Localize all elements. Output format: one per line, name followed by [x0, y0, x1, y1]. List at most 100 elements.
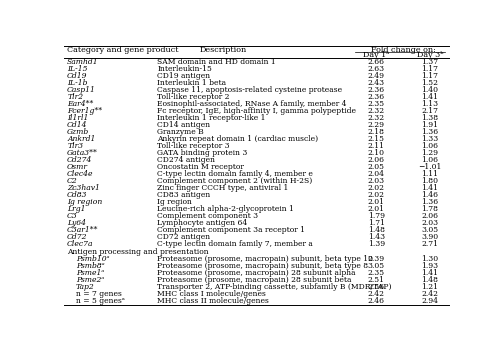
Text: CD83 antigen: CD83 antigen [158, 191, 210, 200]
Text: Cd83: Cd83 [67, 191, 87, 200]
Text: 2.06: 2.06 [368, 156, 385, 165]
Text: 1.41: 1.41 [422, 94, 438, 101]
Text: n = 7 genes: n = 7 genes [76, 290, 122, 298]
Text: 1.21: 1.21 [422, 283, 438, 291]
Text: Gata3**: Gata3** [67, 150, 98, 157]
Text: Zinc finger CCCH type, antiviral 1: Zinc finger CCCH type, antiviral 1 [158, 185, 289, 192]
Text: 1.91: 1.91 [422, 121, 438, 130]
Text: Oncostatin M receptor: Oncostatin M receptor [158, 164, 244, 171]
Text: 2.06: 2.06 [422, 212, 438, 220]
Text: 2.63: 2.63 [368, 65, 385, 74]
Text: Samhd1: Samhd1 [67, 59, 99, 66]
Text: 2.01: 2.01 [368, 205, 385, 213]
Text: 1.38: 1.38 [422, 115, 438, 122]
Text: 1.41: 1.41 [422, 185, 438, 192]
Text: 1.41: 1.41 [422, 268, 438, 277]
Text: MHC class I molecule/genes: MHC class I molecule/genes [158, 290, 266, 298]
Text: 2.18: 2.18 [368, 129, 385, 136]
Text: 2.94: 2.94 [422, 297, 438, 305]
Text: Complement component 3a receptor 1: Complement component 3a receptor 1 [158, 226, 306, 235]
Text: 1.80: 1.80 [422, 177, 438, 185]
Text: 2.35: 2.35 [368, 100, 385, 109]
Text: IL-1b: IL-1b [67, 80, 87, 87]
Text: Leucine-rich alpha-2-glycoprotein 1: Leucine-rich alpha-2-glycoprotein 1 [158, 205, 294, 213]
Text: Il1rl1: Il1rl1 [67, 115, 88, 122]
Text: 2.32: 2.32 [368, 107, 385, 115]
Text: 1.39: 1.39 [368, 240, 385, 248]
Text: 2.36: 2.36 [368, 86, 385, 95]
Text: Fc receptor, IgE, high-affinity I, gamma polypeptide: Fc receptor, IgE, high-affinity I, gamma… [158, 107, 356, 115]
Text: 2.35: 2.35 [368, 268, 385, 277]
Text: Psmb8ᵃ: Psmb8ᵃ [76, 262, 104, 270]
Text: 2.03: 2.03 [368, 177, 385, 185]
Text: 2.05: 2.05 [368, 164, 385, 171]
Text: Interleukin 1 receptor-like 1: Interleukin 1 receptor-like 1 [158, 115, 266, 122]
Text: Proteasome (prosome, macropain) subunit, beta type 8: Proteasome (prosome, macropain) subunit,… [158, 262, 368, 270]
Text: 2.02: 2.02 [368, 191, 385, 200]
Text: Tap2: Tap2 [76, 283, 94, 291]
Text: CD19 antigen: CD19 antigen [158, 72, 210, 80]
Text: Gzmb: Gzmb [67, 129, 90, 136]
Text: CD72 antigen: CD72 antigen [158, 233, 210, 241]
Text: 2.11: 2.11 [368, 142, 385, 150]
Text: 2.42: 2.42 [422, 290, 438, 298]
Text: Casp11: Casp11 [67, 86, 96, 95]
Text: 1.46: 1.46 [422, 191, 438, 200]
Text: Caspase 11, apoptosis-related cysteine protease: Caspase 11, apoptosis-related cysteine p… [158, 86, 342, 95]
Text: Interleukin 1 beta: Interleukin 1 beta [158, 80, 226, 87]
Text: 2.46: 2.46 [368, 297, 385, 305]
Text: Ankyrin repeat domain 1 (cardiac muscle): Ankyrin repeat domain 1 (cardiac muscle) [158, 135, 318, 144]
Text: Day 1ᵃ: Day 1ᵃ [363, 51, 390, 59]
Text: MHC class II molecule/genes: MHC class II molecule/genes [158, 297, 270, 305]
Text: C3: C3 [67, 212, 78, 220]
Text: Proteasome (prosome, macropain) 28 subunit alpha: Proteasome (prosome, macropain) 28 subun… [158, 268, 356, 277]
Text: 2.51: 2.51 [368, 276, 385, 283]
Text: 2.02: 2.02 [368, 185, 385, 192]
Text: Category and gene product: Category and gene product [67, 46, 178, 54]
Text: 2.42: 2.42 [368, 290, 385, 298]
Text: 2.32: 2.32 [368, 115, 385, 122]
Text: Ly64: Ly64 [67, 220, 86, 227]
Text: 1.79: 1.79 [368, 212, 385, 220]
Text: 2.56: 2.56 [368, 283, 385, 291]
Text: Description: Description [200, 46, 247, 54]
Text: 2.17: 2.17 [422, 107, 438, 115]
Text: 2.15: 2.15 [368, 135, 385, 144]
Text: 2.66: 2.66 [368, 59, 385, 66]
Text: 1.48: 1.48 [422, 276, 438, 283]
Text: 2.43: 2.43 [368, 80, 385, 87]
Text: Psme2ᵃ: Psme2ᵃ [76, 276, 104, 283]
Text: Cd72: Cd72 [67, 233, 87, 241]
Text: Complement component 3: Complement component 3 [158, 212, 258, 220]
Text: 1.71: 1.71 [368, 220, 385, 227]
Text: 2.49: 2.49 [368, 72, 385, 80]
Text: 1.78: 1.78 [422, 205, 438, 213]
Text: Interleukin-15: Interleukin-15 [158, 65, 212, 74]
Text: 1.30: 1.30 [422, 255, 438, 263]
Text: IL-15: IL-15 [67, 65, 87, 74]
Text: Toll-like receptor 3: Toll-like receptor 3 [158, 142, 230, 150]
Text: C-type lectin domain family 7, member a: C-type lectin domain family 7, member a [158, 240, 314, 248]
Text: 1.36: 1.36 [422, 129, 438, 136]
Text: Cd274: Cd274 [67, 156, 92, 165]
Text: 2.29: 2.29 [368, 121, 385, 130]
Text: Eosinophil-associated, RNase A family, member 4: Eosinophil-associated, RNase A family, m… [158, 100, 347, 109]
Text: 3.05: 3.05 [422, 226, 438, 235]
Text: 1.33: 1.33 [421, 135, 438, 144]
Text: SAM domain and HD domain 1: SAM domain and HD domain 1 [158, 59, 276, 66]
Text: Psmb10ᵃ: Psmb10ᵃ [76, 255, 109, 263]
Text: Clec4e: Clec4e [67, 170, 94, 178]
Text: 2.71: 2.71 [422, 240, 438, 248]
Text: C-type lectin domain family 4, member e: C-type lectin domain family 4, member e [158, 170, 314, 178]
Text: 2.03: 2.03 [422, 220, 438, 227]
Text: 2.39: 2.39 [368, 255, 385, 263]
Text: Clec7a: Clec7a [67, 240, 94, 248]
Text: 1.13: 1.13 [422, 100, 438, 109]
Text: 1.93: 1.93 [422, 262, 438, 270]
Text: Proteasome (prosome, macropain) 28 subunit beta: Proteasome (prosome, macropain) 28 subun… [158, 276, 352, 283]
Text: CD14 antigen: CD14 antigen [158, 121, 210, 130]
Text: 2.04: 2.04 [368, 170, 385, 178]
Text: GATA binding protein 3: GATA binding protein 3 [158, 150, 248, 157]
Text: Fcer1g**: Fcer1g** [67, 107, 102, 115]
Text: Tlr2: Tlr2 [67, 94, 84, 101]
